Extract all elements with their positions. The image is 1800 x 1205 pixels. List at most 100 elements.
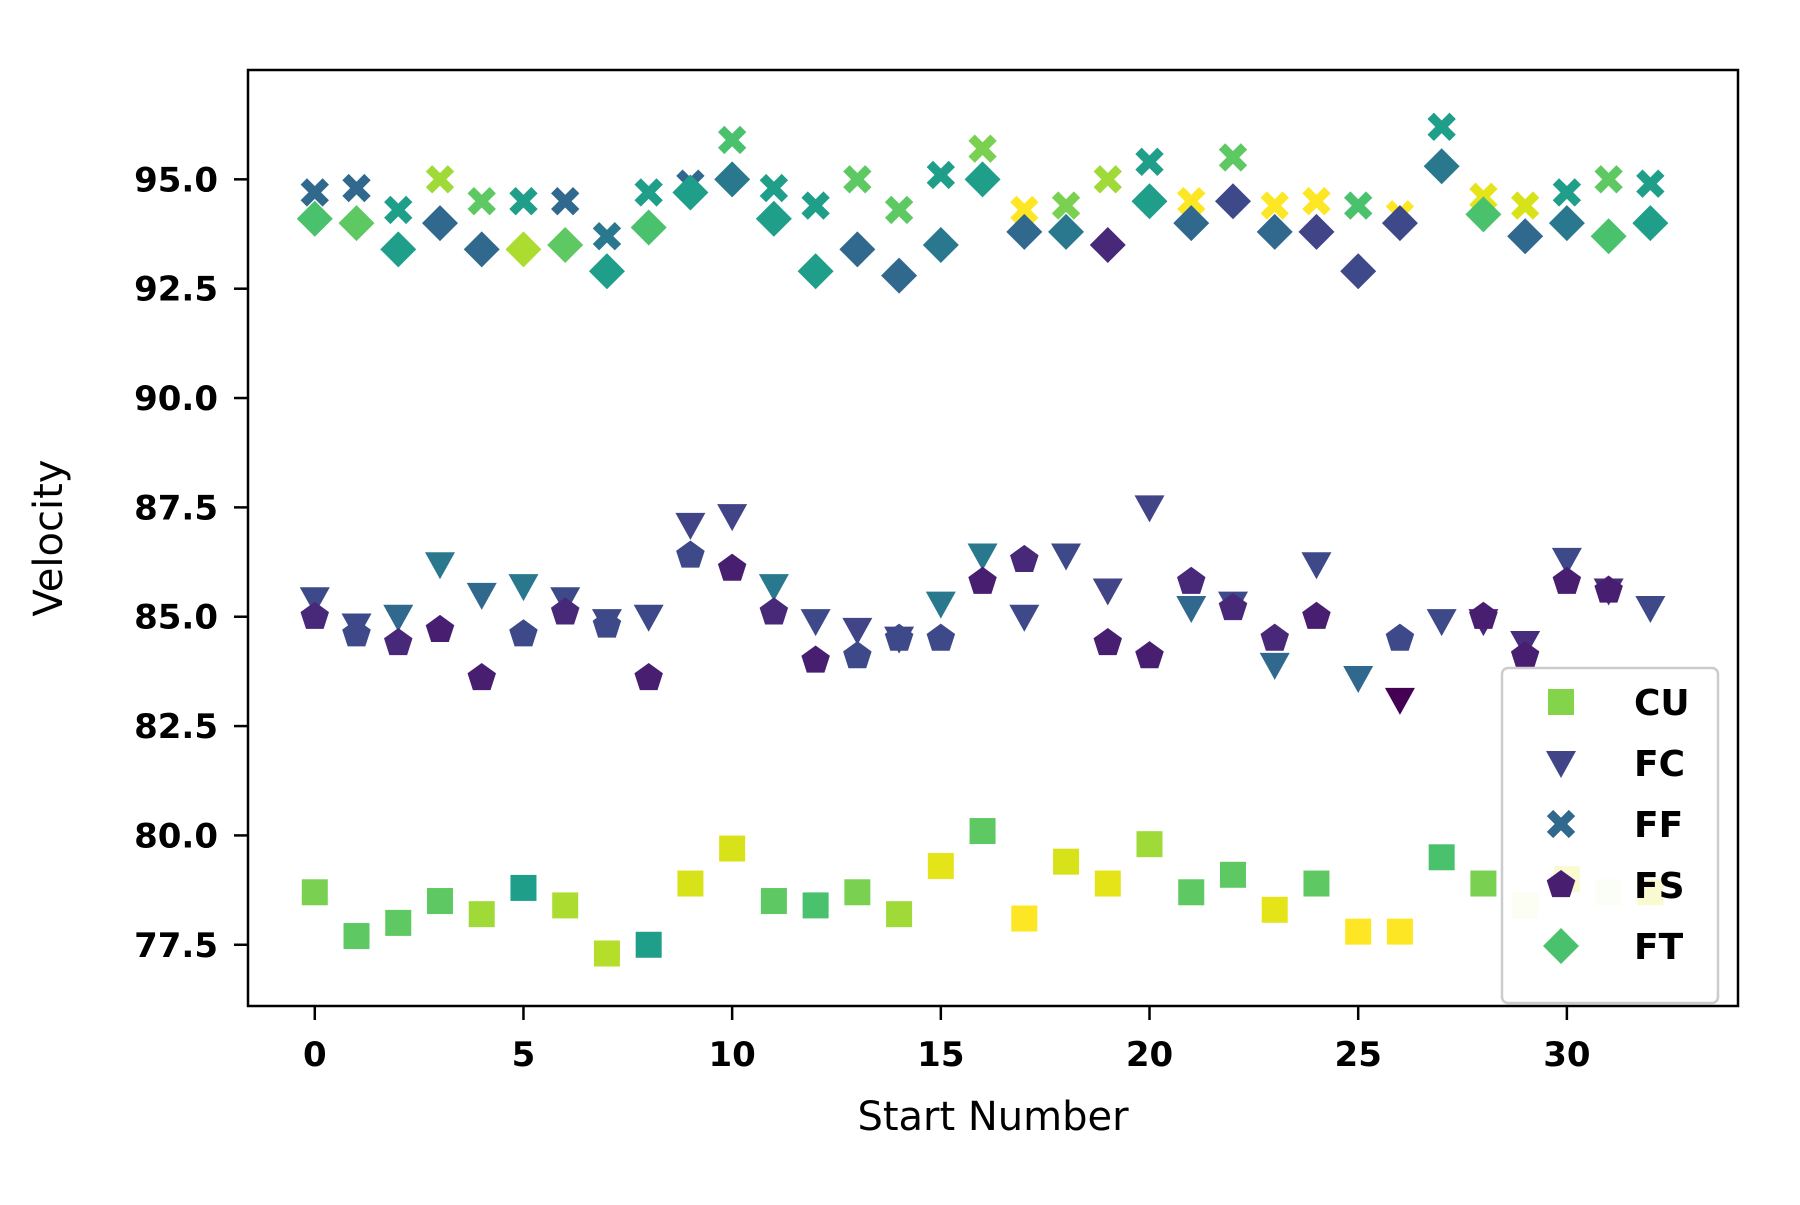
- point-fs-20: [1135, 641, 1164, 669]
- point-fc-18: [1051, 543, 1082, 571]
- point-ft-5: [505, 231, 542, 268]
- point-fs-15: [926, 623, 956, 651]
- y-tick-label: 85.0: [134, 598, 218, 638]
- legend-label-ft: FT: [1634, 927, 1684, 968]
- point-fc-23: [1259, 652, 1290, 680]
- point-ft-21: [1173, 205, 1210, 242]
- point-fs-13: [843, 641, 872, 669]
- point-fc-3: [424, 552, 455, 580]
- point-ft-30: [1548, 205, 1585, 242]
- point-fc-11: [758, 574, 789, 602]
- point-ff-3: [425, 165, 455, 194]
- point-cu-10: [719, 835, 746, 862]
- point-ff-30: [1552, 178, 1582, 207]
- point-cu-25: [1345, 918, 1372, 945]
- point-fs-12: [801, 645, 830, 673]
- point-ft-17: [1006, 213, 1043, 250]
- point-ft-11: [755, 200, 792, 237]
- point-ft-32: [1632, 205, 1669, 242]
- series-fc: [299, 495, 1666, 715]
- point-fc-16: [967, 543, 998, 571]
- point-ft-9: [672, 174, 709, 211]
- point-ft-26: [1381, 205, 1418, 242]
- point-fs-9: [676, 540, 705, 568]
- point-fs-11: [759, 597, 789, 625]
- legend-label-fs: FS: [1634, 866, 1685, 907]
- point-ff-11: [759, 173, 789, 203]
- y-tick-label: 95.0: [134, 160, 218, 200]
- point-ff-27: [1427, 112, 1456, 142]
- point-fc-4: [466, 582, 497, 610]
- point-cu-2: [385, 909, 412, 936]
- point-fc-15: [925, 591, 956, 619]
- point-fs-7: [592, 610, 622, 638]
- point-ff-29: [1510, 191, 1540, 220]
- point-ff-16: [968, 134, 997, 163]
- point-ft-22: [1214, 183, 1251, 220]
- point-cu-17: [1011, 905, 1038, 932]
- point-cu-18: [1053, 848, 1080, 875]
- point-fc-12: [800, 609, 831, 637]
- point-ft-31: [1590, 218, 1627, 255]
- point-fs-29: [1510, 641, 1540, 669]
- point-fc-17: [1009, 604, 1040, 632]
- legend-marker-ft: [1543, 928, 1579, 964]
- point-ff-21: [1177, 187, 1206, 216]
- y-tick-label: 92.5: [134, 270, 218, 310]
- point-cu-16: [969, 818, 996, 845]
- point-ff-2: [384, 195, 413, 225]
- point-ft-8: [630, 209, 667, 246]
- y-tick-label: 82.5: [134, 707, 218, 747]
- point-fc-8: [633, 604, 664, 632]
- point-fc-24: [1301, 552, 1332, 580]
- point-cu-1: [343, 923, 370, 950]
- point-cu-8: [635, 931, 662, 958]
- point-ft-0: [296, 200, 333, 237]
- point-ft-6: [547, 226, 584, 263]
- point-cu-0: [301, 879, 328, 906]
- point-fs-8: [634, 663, 663, 691]
- x-tick-label: 5: [512, 1035, 536, 1075]
- point-cu-5: [510, 874, 537, 901]
- point-fc-26: [1384, 687, 1415, 715]
- point-ff-18: [1051, 191, 1081, 220]
- x-tick-label: 25: [1335, 1035, 1382, 1075]
- point-fs-3: [425, 614, 455, 642]
- point-fs-21: [1177, 566, 1206, 594]
- y-tick-label: 80.0: [134, 816, 218, 856]
- point-ff-17: [1010, 195, 1039, 225]
- legend-marker-ff: [1546, 809, 1576, 839]
- point-fc-5: [508, 574, 539, 602]
- point-cu-11: [760, 888, 787, 915]
- point-ff-7: [592, 222, 622, 251]
- point-ff-6: [551, 187, 580, 216]
- point-cu-3: [426, 888, 453, 915]
- point-ff-24: [1302, 187, 1331, 216]
- point-fs-26: [1385, 623, 1415, 651]
- point-ft-12: [797, 253, 834, 290]
- point-cu-26: [1386, 918, 1413, 945]
- point-ft-10: [714, 161, 751, 198]
- point-fc-19: [1092, 578, 1123, 606]
- point-ft-25: [1340, 253, 1377, 290]
- point-ff-12: [801, 191, 830, 220]
- legend: CU FC FF FS FT: [1500, 666, 1720, 1005]
- y-axis-label: Velocity: [26, 460, 72, 617]
- point-fc-30: [1551, 547, 1582, 575]
- point-fs-31: [1594, 575, 1623, 603]
- point-cu-27: [1428, 844, 1455, 871]
- point-fc-13: [842, 617, 873, 645]
- point-cu-15: [927, 853, 954, 880]
- legend-marker-fc: [1546, 751, 1576, 778]
- point-ft-1: [338, 205, 375, 242]
- point-ff-25: [1344, 191, 1373, 220]
- point-fc-0: [299, 587, 330, 615]
- point-fs-0: [300, 601, 329, 629]
- point-ft-29: [1507, 218, 1544, 255]
- point-ff-5: [509, 187, 538, 216]
- point-cu-28: [1470, 870, 1497, 897]
- point-cu-12: [802, 892, 829, 919]
- x-axis-label: Start Number: [857, 1094, 1129, 1140]
